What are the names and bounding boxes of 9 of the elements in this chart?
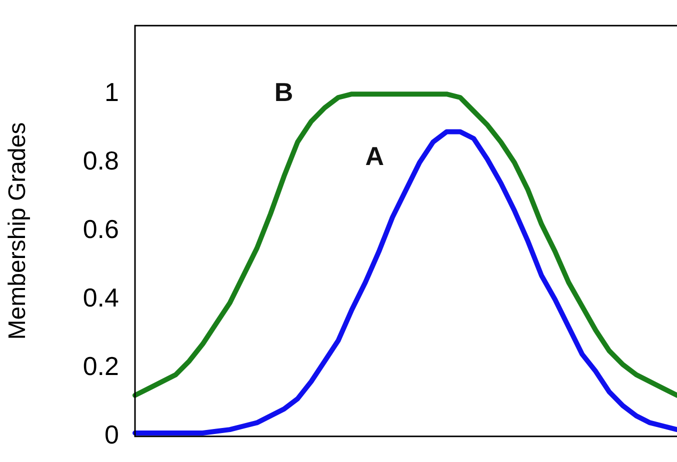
series-label: B <box>274 77 294 108</box>
y-tick-label: 1 <box>104 77 119 108</box>
y-axis-title: Membership Grades <box>4 122 32 340</box>
y-tick-label: 0 <box>104 420 119 450</box>
series-label: A <box>365 140 384 171</box>
y-tick-label: 0.8 <box>82 146 119 176</box>
y-tick-label: 0.6 <box>82 214 119 244</box>
y-tick-label: 0.4 <box>82 282 119 313</box>
y-tick-label: 0.2 <box>82 351 119 382</box>
